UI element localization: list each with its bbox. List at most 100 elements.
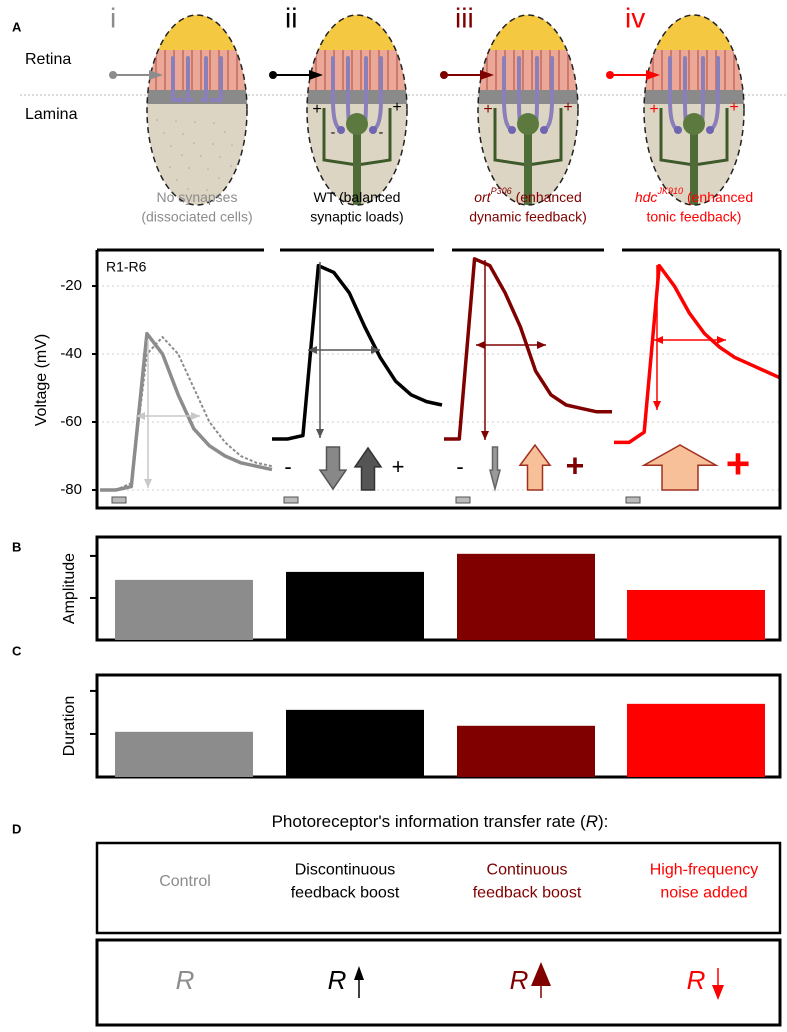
sign: + (483, 101, 492, 118)
speck (206, 189, 208, 191)
box (95, 841, 782, 935)
stimulus-marker (283, 496, 299, 504)
lens (478, 15, 578, 60)
speck (218, 177, 220, 179)
synapse (706, 126, 714, 134)
arrow-head (354, 966, 364, 980)
roman-numeral: i (110, 2, 116, 33)
column-text: Control (159, 873, 211, 890)
block-arrow (318, 446, 348, 491)
arrow-head (476, 341, 485, 349)
speck (231, 144, 233, 146)
caption: synaptic loads) (310, 209, 403, 225)
speck (169, 166, 171, 168)
box (95, 938, 782, 1027)
bar (457, 725, 595, 777)
light-head (149, 70, 163, 80)
title-text: ): (598, 812, 608, 831)
arrow-head (191, 412, 200, 420)
bar (286, 709, 424, 777)
arrow-head (537, 341, 546, 349)
arrow-head (653, 401, 661, 410)
stimulus-marker (625, 496, 641, 504)
y-axis-title: Amplitude (61, 553, 78, 624)
title-symbol: R (586, 812, 598, 831)
column-text: Discontinuous (295, 862, 396, 879)
sign: + (729, 99, 738, 116)
frame (95, 673, 782, 779)
speck (163, 132, 165, 134)
caption: tonic feedback) (647, 209, 742, 225)
sign: - (456, 454, 463, 479)
speck (212, 143, 214, 145)
speck (219, 156, 221, 158)
synapse (337, 126, 345, 134)
voltage-trace (272, 263, 443, 441)
block-arrow (353, 446, 383, 491)
stimulus-marker (455, 496, 471, 504)
retina-band (307, 50, 407, 92)
synapse (674, 126, 682, 134)
arrow-head (712, 985, 724, 1000)
synapse (369, 126, 377, 134)
arrow-head (531, 962, 551, 986)
photoreceptor (186, 56, 194, 102)
schematic (147, 15, 247, 205)
speck (200, 155, 202, 157)
block-arrow (641, 444, 719, 491)
arrow-head (144, 479, 152, 488)
caption-line: WT (balanced (314, 189, 401, 205)
caption: ortP306 (enhanced (474, 186, 582, 204)
panel-label: B (12, 539, 21, 554)
caption-line: (enhanced (516, 189, 582, 205)
synapse (540, 126, 548, 134)
caption: (dissociated cells) (141, 209, 252, 225)
rate-symbol: R (328, 965, 347, 995)
retina-band (147, 50, 247, 92)
speck (207, 168, 209, 170)
sign: - (284, 454, 291, 479)
neuron-axon (353, 128, 361, 205)
light-head (480, 70, 494, 80)
schematic (478, 15, 578, 205)
roman-numeral: iii (455, 2, 474, 33)
allele: P306 (491, 186, 512, 196)
y-tick-label: -20 (60, 277, 82, 294)
bar (627, 589, 765, 640)
lens (644, 15, 744, 60)
photoreceptor (209, 56, 223, 102)
allele: JK910 (656, 186, 683, 196)
roman-numeral: ii (285, 2, 297, 33)
gene: hdc (635, 189, 658, 205)
sign: - (331, 124, 336, 140)
speck (175, 120, 177, 122)
outline (306, 14, 408, 206)
arrow-head (717, 336, 726, 344)
speck (224, 131, 226, 133)
neuron-axon (524, 128, 532, 205)
sign: + (649, 101, 658, 118)
arrow-head (654, 336, 663, 344)
bar (115, 579, 253, 640)
speck (213, 122, 215, 124)
synapse (508, 126, 516, 134)
y-tick-label: -80 (60, 481, 82, 498)
retina-band (644, 50, 744, 92)
schematic (644, 15, 744, 205)
speck (156, 119, 158, 121)
rate-symbol: R (510, 965, 529, 995)
bar (457, 553, 595, 640)
speck (194, 121, 196, 123)
panel-label: A (12, 19, 22, 34)
speck (157, 178, 159, 180)
arrow-head (308, 346, 317, 354)
speck (230, 165, 232, 167)
voltage-trace (100, 336, 273, 491)
speck (181, 154, 183, 156)
bar (286, 571, 424, 640)
outline (477, 14, 579, 206)
caption: WT (balanced (314, 189, 401, 205)
caption: dynamic feedback) (469, 209, 587, 225)
column-text: feedback boost (473, 885, 582, 902)
